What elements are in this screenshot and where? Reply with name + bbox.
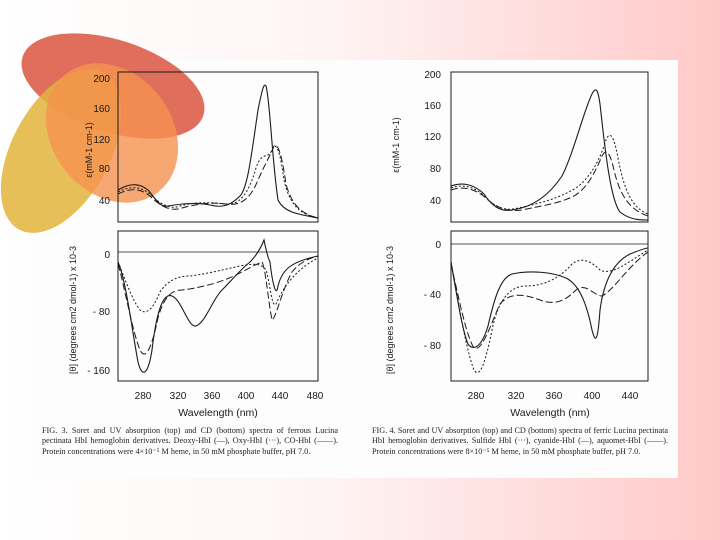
figure-4: 200 160 120 80 40 ε(mM-1 cm-1) 0 - 40 - …	[385, 70, 649, 419]
fig3-caption: FIG. 3. Soret and UV absorption (top) an…	[42, 426, 338, 456]
fig3-bottom-ytick: - 160	[87, 366, 110, 377]
fig4-bottom-ylabel: [θ] (degrees cm2 dmol-1) x 10-3	[385, 246, 395, 374]
fig4-top-ylabel: ε(mM-1 cm-1)	[391, 117, 401, 173]
fig3-xtick: 320	[170, 391, 187, 402]
fig4-top-sulfide-curve	[450, 135, 649, 215]
fig3-xtick: 400	[238, 391, 255, 402]
fig3-top-ylabel: ε(mM-1 cm-1)	[84, 122, 94, 178]
fig3-xtick: 360	[204, 391, 221, 402]
fig3-bottom-co-curve	[117, 255, 319, 355]
fig3-top-ytick: 80	[99, 164, 111, 175]
fig3-xlabel: Wavelength (nm)	[178, 407, 258, 419]
fig4-top-aquomet-curve	[450, 151, 649, 217]
fig3-bottom-oxy-curve	[117, 257, 319, 313]
fig3-bottom-deoxy-curve	[117, 238, 319, 373]
fig4-top-cyanide-curve	[450, 89, 649, 221]
fig3-bottom-ylabel: [θ] (degrees cm2 dmol-1) x 10-3	[68, 246, 78, 374]
fig4-bottom-cyanide-curve	[450, 247, 649, 348]
fig3-top-oxy-curve	[117, 145, 319, 219]
fig3-bottom-y-ticks: 0 - 80 - 160	[87, 250, 110, 377]
figure-3: 200 160 120 80 40 ε(mM-1 cm-1) 0 - 80 - …	[68, 71, 324, 419]
fig3-x-ticks: 280 320 360 400 440 480	[135, 391, 324, 402]
fig4-x-ticks: 280 320 360 400 440	[468, 391, 639, 402]
fig4-bottom-sulfide-curve	[450, 249, 649, 373]
fig4-bottom-plot-frame	[450, 230, 649, 382]
fig4-top-ytick: 160	[424, 101, 441, 112]
fig4-bottom-ytick: - 40	[424, 290, 442, 301]
fig4-xtick: 400	[584, 391, 601, 402]
fig3-bottom-plot-frame	[117, 230, 319, 382]
fig3-xtick: 480	[307, 391, 324, 402]
fig3-top-deoxy-curve	[117, 84, 319, 219]
fig3-top-ytick: 120	[93, 135, 110, 146]
fig3-top-co-curve	[117, 144, 319, 219]
fig4-xlabel: Wavelength (nm)	[510, 407, 590, 419]
fig4-top-ytick: 120	[424, 132, 441, 143]
fig3-top-ytick: 160	[93, 104, 110, 115]
fig4-xtick: 360	[546, 391, 563, 402]
fig4-top-ytick: 200	[424, 70, 441, 81]
fig3-bottom-ytick: 0	[104, 250, 110, 261]
fig4-top-plot-frame	[450, 71, 649, 223]
fig4-bottom-ytick: - 80	[424, 341, 442, 352]
fig3-top-ytick: 200	[93, 74, 110, 85]
fig3-xtick: 280	[135, 391, 152, 402]
fig4-bottom-aquomet-curve	[450, 251, 649, 349]
fig3-top-ytick: 40	[99, 196, 111, 207]
fig3-top-y-ticks: 200 160 120 80 40	[93, 74, 110, 207]
fig3-bottom-ytick: - 80	[93, 307, 111, 318]
fig4-top-ytick: 40	[430, 196, 442, 207]
fig4-bottom-y-ticks: 0 - 40 - 80	[424, 240, 442, 352]
fig4-top-ytick: 80	[430, 164, 442, 175]
fig3-xtick: 440	[272, 391, 289, 402]
fig4-xtick: 440	[622, 391, 639, 402]
fig4-caption: FIG. 4. Soret and UV absorption (top) an…	[372, 426, 668, 456]
fig4-xtick: 280	[468, 391, 485, 402]
fig4-bottom-ytick: 0	[435, 240, 441, 251]
fig4-xtick: 320	[508, 391, 525, 402]
fig4-top-y-ticks: 200 160 120 80 40	[424, 70, 441, 207]
fig3-top-plot-frame	[117, 71, 319, 223]
